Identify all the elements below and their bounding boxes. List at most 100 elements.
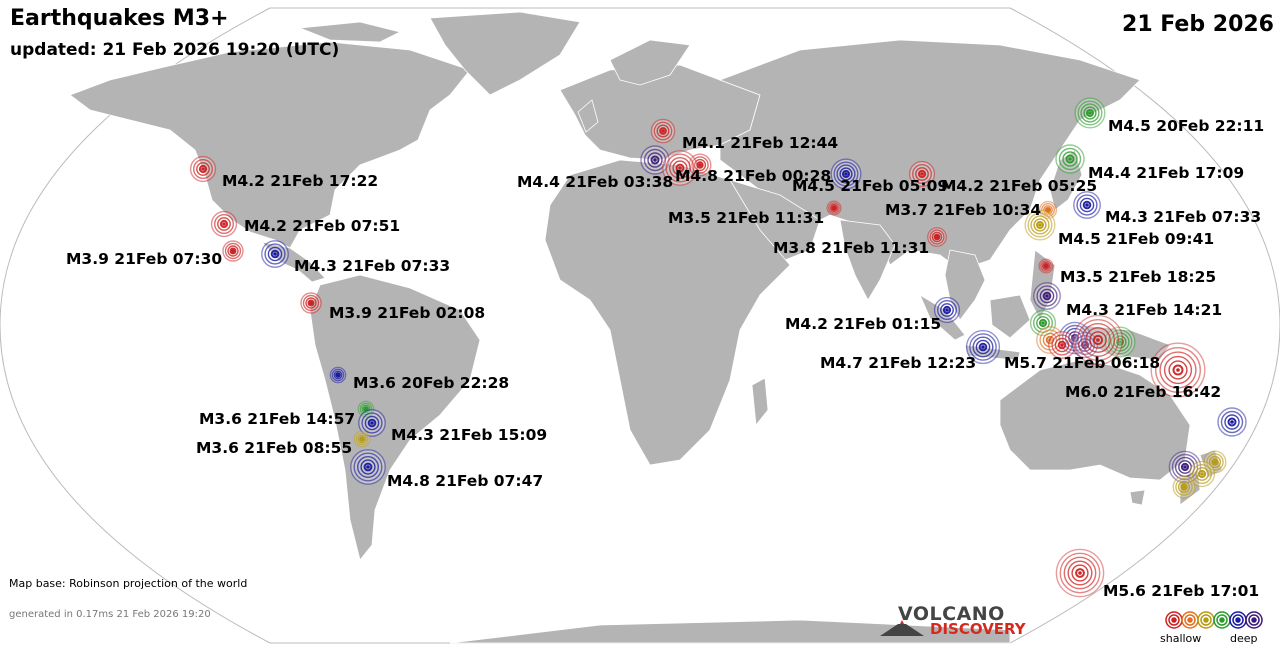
- quake-label[interactable]: M4.2 21Feb 01:15: [785, 315, 941, 333]
- quake-marker[interactable]: [300, 292, 322, 314]
- quake-epicenter: [1060, 343, 1064, 347]
- legend-ring: [1171, 617, 1177, 623]
- quake-label[interactable]: M5.6 21Feb 17:01: [1103, 582, 1259, 600]
- quake-marker[interactable]: [1188, 460, 1216, 488]
- quake-ring: [829, 203, 839, 213]
- quake-marker[interactable]: [353, 430, 371, 448]
- quake-marker[interactable]: [189, 155, 217, 183]
- quake-label[interactable]: M3.9 21Feb 02:08: [329, 304, 485, 322]
- quake-label[interactable]: M4.2 21Feb 17:22: [222, 172, 378, 190]
- quake-ring: [1027, 212, 1053, 238]
- quake-marker[interactable]: [1048, 331, 1076, 359]
- quake-marker[interactable]: [830, 158, 862, 190]
- quake-ring: [933, 233, 941, 241]
- quake-marker[interactable]: [1150, 342, 1206, 398]
- quake-ring: [1211, 458, 1219, 466]
- quake-label[interactable]: M3.6 20Feb 22:28: [353, 374, 509, 392]
- quake-ring: [335, 372, 341, 378]
- quake-ring: [1065, 154, 1075, 164]
- quake-label[interactable]: M4.3 21Feb 07:33: [1105, 208, 1261, 226]
- quake-marker[interactable]: [1055, 548, 1105, 598]
- quake-marker[interactable]: [1104, 326, 1136, 358]
- quake-ring: [1110, 332, 1130, 352]
- quake-label[interactable]: M4.2 21Feb 07:51: [244, 217, 400, 235]
- quake-ring: [1191, 464, 1212, 485]
- quake-label[interactable]: M4.7 21Feb 12:23: [820, 354, 976, 372]
- quake-ring: [975, 339, 991, 355]
- volcano-discovery-logo[interactable]: VOLCANO DISCOVERY: [880, 603, 1040, 641]
- quake-marker[interactable]: [640, 145, 670, 175]
- quake-label[interactable]: M4.5 21Feb 09:41: [1058, 230, 1214, 248]
- quake-marker[interactable]: [1172, 475, 1196, 499]
- quake-ring: [1177, 480, 1191, 494]
- quake-label[interactable]: M5.7 21Feb 06:18: [1004, 354, 1160, 372]
- quake-label[interactable]: M4.1 21Feb 12:44: [682, 134, 838, 152]
- quake-marker[interactable]: [965, 329, 1001, 365]
- quake-label[interactable]: M4.4 21Feb 03:38: [517, 173, 673, 191]
- quake-marker[interactable]: [1029, 309, 1057, 337]
- quake-marker[interactable]: [1073, 191, 1101, 219]
- quake-marker[interactable]: [261, 240, 289, 268]
- quake-marker[interactable]: [1033, 282, 1061, 310]
- quake-label[interactable]: M4.8 21Feb 00:28: [675, 167, 831, 185]
- quake-ring: [359, 436, 365, 442]
- quake-marker[interactable]: [210, 210, 238, 238]
- quake-ring: [643, 148, 667, 172]
- quake-label[interactable]: M4.3 21Feb 07:33: [294, 257, 450, 275]
- quake-label[interactable]: M4.8 21Feb 07:47: [387, 472, 543, 490]
- quake-marker[interactable]: [933, 296, 961, 324]
- generated-note: generated in 0.17ms 21 Feb 2026 19:20: [9, 609, 211, 620]
- quake-label[interactable]: M3.8 21Feb 11:31: [773, 239, 929, 257]
- quake-marker[interactable]: [1038, 258, 1054, 274]
- quake-marker[interactable]: [650, 118, 676, 144]
- quake-label[interactable]: M3.7 21Feb 10:34: [885, 201, 1041, 219]
- quake-marker[interactable]: [329, 366, 347, 384]
- quake-label[interactable]: M4.3 21Feb 15:09: [391, 426, 547, 444]
- quake-epicenter: [678, 166, 682, 170]
- map-date: 21 Feb 2026: [1122, 12, 1274, 37]
- quake-ring: [1059, 552, 1101, 594]
- quake-ring: [1175, 478, 1193, 496]
- quake-ring: [1180, 483, 1188, 491]
- quake-marker[interactable]: [1217, 407, 1247, 437]
- quake-marker[interactable]: [1074, 97, 1106, 129]
- quake-marker[interactable]: [662, 150, 698, 186]
- quake-ring: [307, 299, 315, 307]
- land-masses: [69, 11, 1223, 644]
- quake-label[interactable]: M4.2 21Feb 05:25: [941, 177, 1097, 195]
- quake-marker[interactable]: [1055, 144, 1085, 174]
- quake-marker[interactable]: [927, 227, 947, 247]
- quake-marker[interactable]: [1072, 314, 1124, 366]
- quake-ring: [1075, 568, 1085, 578]
- quake-marker[interactable]: [358, 409, 386, 437]
- legend-ring: [1251, 617, 1257, 623]
- quake-marker[interactable]: [826, 200, 842, 216]
- quake-label[interactable]: M3.6 21Feb 08:55: [196, 439, 352, 457]
- volcano-logo-icon: [880, 620, 924, 636]
- quake-label[interactable]: M4.3 21Feb 14:21: [1066, 301, 1222, 319]
- quake-label[interactable]: M4.5 21Feb 05:09: [792, 177, 948, 195]
- quake-marker[interactable]: [350, 449, 386, 485]
- quake-ring: [357, 456, 380, 479]
- quake-marker[interactable]: [222, 240, 244, 262]
- quake-label[interactable]: M4.4 21Feb 17:09: [1088, 164, 1244, 182]
- quake-ring: [917, 169, 927, 179]
- legend-ring: [1245, 611, 1263, 629]
- legend-ring: [1168, 614, 1180, 626]
- tasmania: [1129, 489, 1146, 506]
- quake-marker[interactable]: [1024, 209, 1056, 241]
- quake-label[interactable]: M3.5 21Feb 11:31: [668, 209, 824, 227]
- quake-ring: [1107, 329, 1133, 355]
- quake-label[interactable]: M3.5 21Feb 18:25: [1060, 268, 1216, 286]
- quake-label[interactable]: M6.0 21Feb 16:42: [1065, 383, 1221, 401]
- quake-label[interactable]: M3.6 21Feb 14:57: [199, 410, 355, 428]
- earthquake-labels: M4.2 21Feb 17:22 M4.2 21Feb 07:51 M3.9 21F…: [66, 117, 1264, 600]
- quake-label[interactable]: M3.9 21Feb 07:30: [66, 250, 222, 268]
- quake-ring: [1054, 337, 1070, 353]
- quake-marker[interactable]: [1203, 450, 1227, 474]
- quake-ring: [842, 170, 850, 178]
- quake-ring: [828, 202, 840, 214]
- quake-epicenter: [1182, 485, 1186, 489]
- quake-marker[interactable]: [908, 160, 936, 188]
- quake-label[interactable]: M4.5 20Feb 22:11: [1108, 117, 1264, 135]
